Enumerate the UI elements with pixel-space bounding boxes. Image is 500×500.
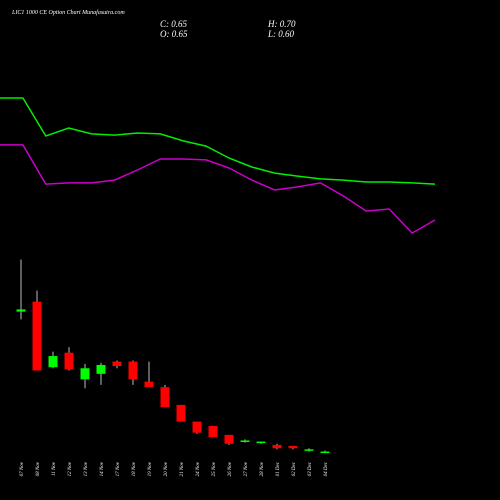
x-tick-label: 08 Nov	[36, 461, 41, 476]
x-tick-label: 12 Nov	[68, 461, 73, 476]
x-tick-label: 01 Dec	[276, 461, 281, 476]
candle-body	[288, 446, 298, 449]
candle-body	[272, 444, 282, 449]
indicator-line	[0, 144, 436, 235]
x-tick-label: 13 Nov	[84, 461, 89, 476]
candle-body	[304, 449, 314, 451]
x-tick-label: 11 Nov	[52, 461, 57, 476]
candle-body	[320, 451, 330, 454]
candle-body	[32, 301, 42, 371]
x-tick-label: 21 Nov	[180, 461, 185, 476]
x-tick-label: 20 Nov	[164, 461, 169, 476]
candle-body	[240, 440, 250, 442]
candle-body	[208, 426, 218, 438]
candle-body	[224, 434, 234, 444]
close-info: C: 0.65	[160, 19, 188, 29]
x-tick-label: 25 Nov	[212, 461, 217, 476]
x-tick-label: 17 Nov	[116, 461, 121, 476]
candle-body	[256, 441, 266, 444]
candle-body	[80, 368, 90, 380]
x-tick-label: 14 Nov	[100, 461, 105, 476]
x-tick-label: 27 Nov	[244, 461, 249, 476]
candle-body	[144, 381, 154, 388]
x-tick-label: 19 Nov	[148, 461, 153, 476]
candle-body	[112, 361, 122, 367]
high-info: H: 0.70	[267, 19, 296, 29]
low-info: L: 0.60	[267, 29, 295, 39]
x-tick-label: 28 Nov	[260, 461, 265, 476]
x-tick-label: 24 Nov	[196, 461, 201, 476]
open-info: O: 0.65	[160, 29, 188, 39]
candle-body	[48, 356, 58, 368]
candle-body	[160, 387, 170, 408]
x-tick-label: 02 Dec	[292, 461, 297, 476]
chart-title: LIC1 1000 CE Option Chart Munafasutra.co…	[11, 9, 125, 16]
x-tick-label: 04 Dec	[324, 461, 329, 476]
indicator-line	[0, 97, 436, 185]
candle-body	[128, 361, 138, 380]
x-tick-label: 03 Dec	[308, 461, 313, 476]
x-tick-label: 26 Nov	[228, 461, 233, 476]
x-tick-label: 18 Nov	[132, 461, 137, 476]
candle-body	[192, 421, 202, 433]
candle-body	[16, 309, 26, 312]
candle-body	[176, 404, 186, 422]
candle-body	[64, 352, 74, 370]
candle-body	[96, 364, 106, 374]
x-tick-label: 07 Nov	[20, 461, 25, 476]
